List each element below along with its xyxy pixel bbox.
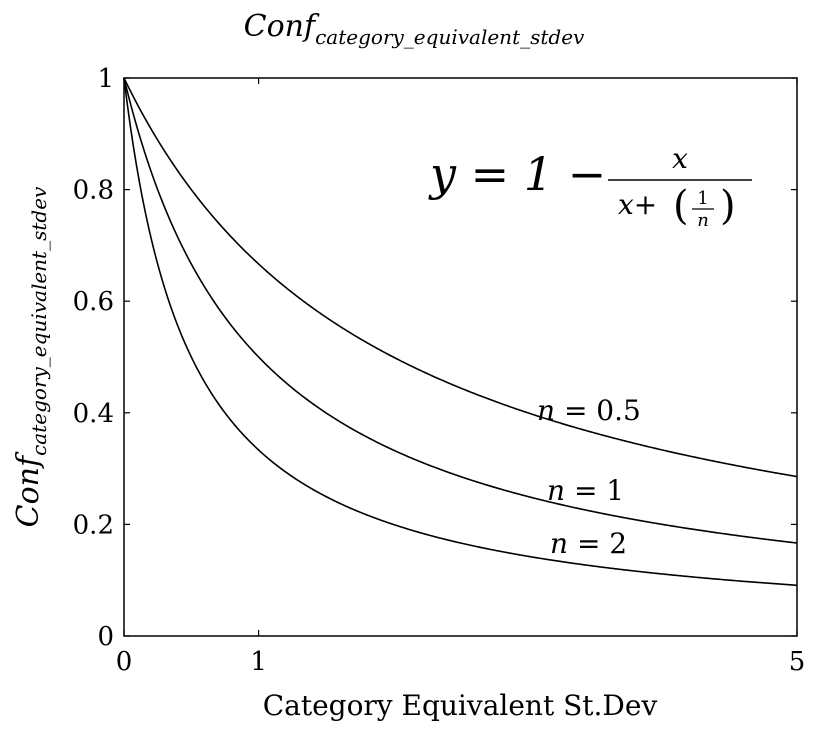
chart-title: Confcategory_equivalent_stdev [244, 9, 585, 49]
series-label-3: n = 2 [550, 527, 627, 560]
y-axis-label: Confcategory_equivalent_stdev [11, 186, 51, 527]
formula-annotation: y = 1 − x x+ ( 1 n ) [428, 142, 752, 231]
inner-denominator: n [697, 210, 709, 231]
formula-lhs: y = 1 − [428, 147, 606, 201]
open-paren: ( [673, 183, 689, 229]
y-tick-label: 0.2 [73, 510, 114, 540]
series-line-2 [123, 77, 798, 544]
y-tick-label: 0.6 [73, 287, 114, 317]
formula-numerator: x [672, 142, 688, 175]
series-line-3 [123, 77, 798, 587]
series-label-2: n = 1 [547, 474, 624, 507]
y-tick-label: 0.4 [73, 399, 114, 429]
x-tick-label: 1 [250, 647, 267, 677]
series-labels: n = 0.5 n = 1 n = 2 [537, 394, 641, 560]
inner-numerator: 1 [697, 188, 708, 209]
y-tick-label: 1 [97, 64, 114, 94]
x-tick-label: 0 [116, 647, 133, 677]
series-lines [123, 77, 798, 587]
formula-den-prefix: x+ [618, 188, 657, 221]
y-tick-label: 0 [97, 622, 114, 652]
series-label-1: n = 0.5 [537, 394, 641, 427]
plot-frame [123, 77, 798, 637]
series-line-1 [123, 77, 798, 478]
tick-labels: 0 1 5 0 0.2 0.4 0.6 0.8 1 [73, 64, 806, 677]
x-tick-label: 5 [789, 647, 806, 677]
x-axis-label: Category Equivalent St.Dev [263, 689, 658, 722]
close-paren: ) [720, 183, 736, 229]
y-tick-label: 0.8 [73, 176, 114, 206]
tick-marks [123, 77, 798, 637]
